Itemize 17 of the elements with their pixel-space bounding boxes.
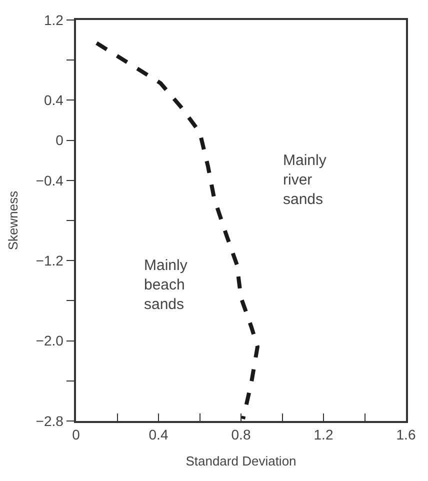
line-series xyxy=(94,41,260,421)
y-tick-label: 0.4 xyxy=(44,92,64,108)
y-axis-title: Skewness xyxy=(5,190,20,250)
annotation: Mainly beach sands xyxy=(144,257,188,313)
x-axis-title: Standard Deviation xyxy=(186,454,296,469)
y-tick-label: −0.4 xyxy=(36,172,64,188)
y-tick-label: 0 xyxy=(56,132,64,148)
x-tick-label: 1.6 xyxy=(396,426,416,443)
x-tick-label: 1.2 xyxy=(314,426,334,443)
x-tick-label: 0 xyxy=(72,426,80,443)
y-tick-label: −1.2 xyxy=(36,252,64,268)
y-tick-label: −2.8 xyxy=(36,412,64,429)
annotation: Mainly river sands xyxy=(283,152,327,208)
x-tick-label: 0.4 xyxy=(148,426,168,443)
y-tick-label: −2.0 xyxy=(36,332,64,349)
x-tick-label: 0.8 xyxy=(231,426,251,443)
y-tick-label: 1.2 xyxy=(44,12,64,28)
